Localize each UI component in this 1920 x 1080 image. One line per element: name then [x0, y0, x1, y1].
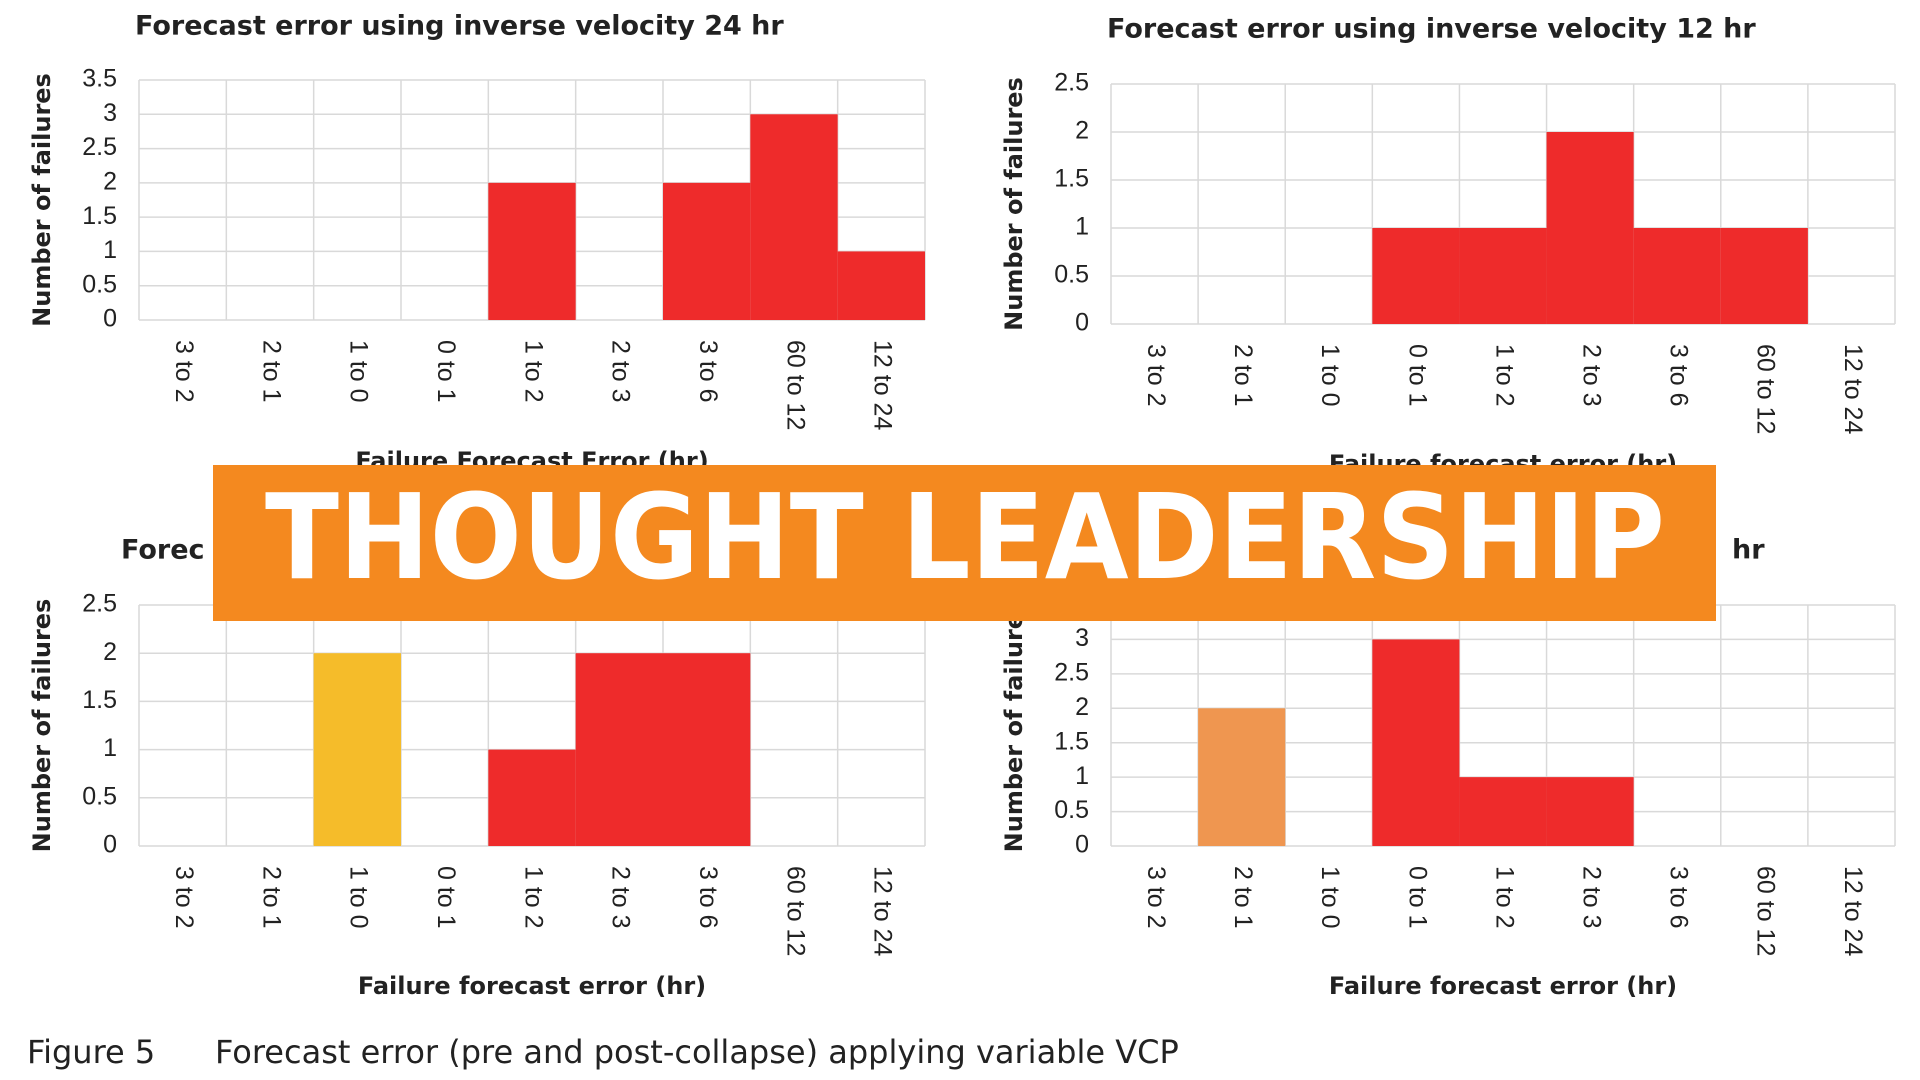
y-tick-label: 3 — [103, 99, 117, 127]
x-tick-label: 1 to 0 — [1316, 866, 1344, 929]
x-tick-label: 1 to 2 — [519, 340, 547, 403]
y-tick-label: 1.5 — [1054, 727, 1089, 755]
x-tick-label: 60 to 12 — [1752, 866, 1780, 956]
x-tick-label: 0 to 1 — [1403, 344, 1431, 407]
bar — [1720, 228, 1808, 324]
y-tick-label: 3 — [1075, 624, 1089, 652]
bar — [1459, 777, 1547, 846]
y-tick-label: 1 — [1075, 213, 1089, 241]
x-tick-label: 3 to 6 — [694, 340, 722, 403]
x-tick-label: 2 to 1 — [1229, 866, 1257, 929]
y-axis-label: Number of failures — [1000, 77, 1028, 331]
charts: Forecast error using inverse velocity 24… — [28, 11, 1896, 1000]
x-tick-label: 0 to 1 — [432, 340, 460, 403]
x-tick-label: 2 to 3 — [1578, 866, 1606, 929]
bar — [750, 114, 838, 321]
y-tick-label: 0.5 — [82, 270, 117, 298]
x-tick-label: 3 to 6 — [1665, 344, 1693, 407]
bar — [488, 182, 576, 320]
x-tick-label: 60 to 12 — [1752, 344, 1780, 434]
y-tick-label: 0.5 — [1054, 261, 1089, 289]
x-tick-label: 2 to 3 — [607, 340, 635, 403]
x-tick-label: 0 to 1 — [1403, 866, 1431, 929]
x-tick-label: 2 to 3 — [607, 866, 635, 929]
y-tick-label: 0.5 — [82, 782, 117, 810]
bar — [1198, 708, 1286, 846]
chart-title: hr — [1732, 535, 1765, 566]
y-tick-label: 2 — [103, 167, 117, 195]
banner-text: THOUGHT LEADERSHIP — [265, 468, 1665, 606]
bar — [1546, 777, 1634, 846]
y-tick-label: 2.5 — [1054, 658, 1089, 686]
y-tick-label: 2 — [1075, 693, 1089, 721]
bar — [1546, 132, 1634, 324]
bar — [1372, 228, 1460, 324]
y-tick-label: 2 — [1075, 117, 1089, 145]
x-tick-label: 3 to 2 — [170, 340, 198, 403]
x-axis-label: Failure forecast error (hr) — [358, 972, 706, 1000]
x-tick-label: 12 to 24 — [1839, 866, 1867, 956]
y-tick-label: 1 — [103, 236, 117, 264]
bar — [313, 653, 401, 846]
x-tick-label: 0 to 1 — [432, 866, 460, 929]
chart-title: Forecast error using inverse velocity 24… — [135, 11, 784, 42]
x-tick-label: 60 to 12 — [781, 866, 809, 956]
y-tick-label: 0 — [1075, 309, 1089, 337]
x-tick-label: 2 to 1 — [257, 866, 285, 929]
y-tick-label: 0 — [103, 305, 117, 333]
bar — [663, 653, 751, 846]
chart-title: Forecast error using inverse velocity 12… — [1107, 14, 1756, 45]
x-tick-label: 1 to 2 — [519, 866, 547, 929]
x-tick-label: 2 to 1 — [257, 340, 285, 403]
y-axis-label: Number of failures — [1000, 599, 1028, 853]
y-axis-label: Number of failures — [28, 73, 56, 327]
y-tick-label: 0 — [1075, 831, 1089, 859]
x-tick-label: 3 to 6 — [694, 866, 722, 929]
y-tick-label: 1 — [103, 734, 117, 762]
x-tick-label: 3 to 6 — [1665, 866, 1693, 929]
x-tick-label: 12 to 24 — [869, 340, 897, 430]
bar — [1372, 639, 1460, 846]
banner-box — [213, 465, 1716, 621]
x-tick-label: 3 to 2 — [1142, 866, 1170, 929]
y-tick-label: 0 — [103, 831, 117, 859]
x-tick-label: 12 to 24 — [1839, 344, 1867, 434]
x-tick-label: 1 to 0 — [345, 340, 373, 403]
x-tick-label: 2 to 1 — [1229, 344, 1257, 407]
x-tick-label: 12 to 24 — [869, 866, 897, 956]
bar — [575, 653, 663, 846]
y-tick-label: 3.5 — [82, 65, 117, 93]
caption-label: Figure 5 — [27, 1033, 155, 1071]
caption-text: Forecast error (pre and post-collapse) a… — [215, 1033, 1179, 1071]
x-tick-label: 1 to 2 — [1490, 344, 1518, 407]
x-tick-label: 3 to 2 — [170, 866, 198, 929]
y-tick-label: 2.5 — [82, 590, 117, 618]
bar — [488, 749, 576, 846]
y-axis-label: Number of failures — [28, 599, 56, 853]
x-tick-label: 1 to 0 — [345, 866, 373, 929]
y-tick-label: 2 — [103, 638, 117, 666]
y-tick-label: 1.5 — [82, 202, 117, 230]
bar — [837, 251, 925, 320]
y-tick-label: 1 — [1075, 762, 1089, 790]
x-tick-label: 1 to 2 — [1490, 866, 1518, 929]
x-tick-label: 60 to 12 — [781, 340, 809, 430]
y-tick-label: 1.5 — [1054, 165, 1089, 193]
y-tick-label: 0.5 — [1054, 796, 1089, 824]
bar — [1459, 228, 1547, 324]
x-tick-label: 2 to 3 — [1578, 344, 1606, 407]
y-tick-label: 2.5 — [82, 133, 117, 161]
y-tick-label: 2.5 — [1054, 69, 1089, 97]
x-tick-label: 3 to 2 — [1142, 344, 1170, 407]
chart-title: Forec — [121, 535, 205, 566]
x-tick-label: 1 to 0 — [1316, 344, 1344, 407]
x-axis-label: Failure forecast error (hr) — [1329, 972, 1677, 1000]
y-tick-label: 1.5 — [82, 686, 117, 714]
bar — [1633, 228, 1721, 324]
bar — [663, 182, 751, 320]
